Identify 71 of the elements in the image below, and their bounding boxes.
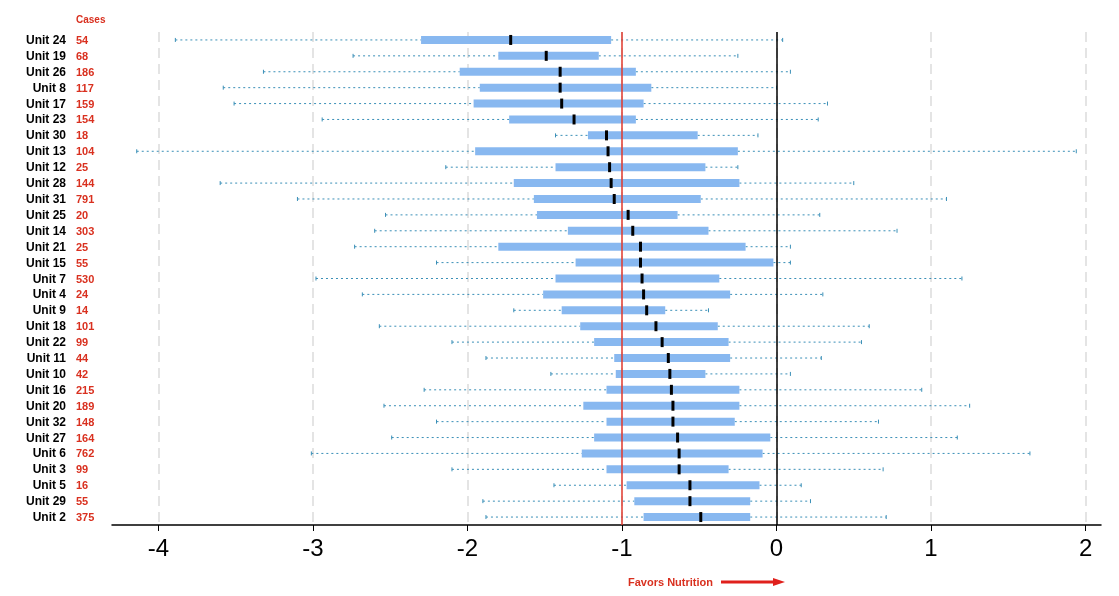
y-tick-label: Unit 22 [25, 335, 67, 350]
y-tick-label: Unit 9 [32, 303, 67, 318]
y2-tick-label: 54 [76, 33, 90, 46]
y-tick-label: Unit 4 [32, 287, 67, 302]
y2-tick-label: 530 [76, 272, 95, 285]
x-tick-label: -4 [147, 533, 170, 561]
y-tick-label: Unit 15 [25, 255, 67, 270]
y-tick-label: Unit 7 [32, 271, 67, 286]
y2-tick-label: 101 [76, 320, 95, 333]
y-tick-label: Unit 8 [32, 80, 67, 95]
y2-tick-label: 186 [76, 65, 95, 78]
y2-tick-label: 303 [76, 224, 95, 237]
y2-tick-label: 25 [76, 161, 89, 174]
y-tick-label: Unit 21 [25, 239, 67, 254]
y-tick-label: Unit 30 [25, 128, 67, 143]
y-tick-label: Unit 29 [25, 494, 67, 509]
y-tick-label: Unit 31 [25, 191, 67, 206]
y2-tick-label: 104 [76, 145, 96, 158]
y-tick-label: Unit 26 [25, 64, 67, 79]
y-tick-label: Unit 11 [26, 351, 67, 366]
y2-tick-label: 144 [76, 177, 96, 190]
y-tick-label: Unit 6 [32, 446, 67, 461]
y-tick-label: Unit 10 [25, 366, 67, 381]
y-tick-label: Unit 12 [25, 160, 67, 175]
y2-tick-label: 68 [76, 49, 89, 62]
y2-tick-label: 14 [76, 304, 90, 317]
y-tick-label: Unit 2 [32, 510, 67, 525]
y2-tick-label: 16 [76, 479, 89, 492]
y2-tick-label: 164 [76, 431, 96, 444]
y-tick-label: Unit 18 [25, 319, 67, 334]
y-tick-label: Unit 3 [32, 462, 67, 477]
y2-tick-label: 117 [76, 81, 94, 94]
y2-tick-label: 44 [76, 352, 90, 365]
x-tick-label: -1 [611, 533, 633, 561]
y2-tick-label: 55 [76, 495, 89, 508]
y2-tick-label: 18 [76, 129, 89, 142]
y-tick-label: Unit 32 [25, 414, 67, 429]
y2-tick-label: 375 [76, 511, 95, 524]
y2-axis-title: Cases [76, 13, 106, 25]
y2-tick-label: 215 [76, 383, 95, 396]
y-tick-label: Unit 27 [25, 430, 67, 445]
y2-tick-label: 99 [76, 463, 89, 476]
y2-tick-label: 99 [76, 336, 89, 349]
y2-tick-label: 189 [76, 399, 95, 412]
y2-tick-label: 791 [76, 192, 95, 205]
y2-tick-label: 148 [76, 415, 95, 428]
y2-tick-label: 154 [76, 113, 96, 126]
y-tick-label: Unit 16 [25, 382, 67, 397]
y-tick-label: Unit 24 [25, 32, 67, 47]
y-tick-label: Unit 25 [25, 207, 67, 222]
y-tick-label: Unit 28 [25, 176, 67, 191]
y2-tick-label: 20 [76, 208, 89, 221]
x-tick-label: 2 [1078, 533, 1093, 561]
x-tick-label: -3 [302, 533, 324, 561]
y-tick-label: Unit 14 [25, 223, 67, 238]
y-tick-label: Unit 23 [25, 112, 67, 127]
y2-tick-label: 55 [76, 256, 89, 269]
y2-tick-label: 24 [76, 288, 90, 301]
x-axis-title: Favors Nutrition [628, 576, 713, 588]
y-tick-label: Unit 20 [25, 398, 67, 413]
y-tick-label: Unit 13 [25, 144, 67, 159]
x-tick-label: 0 [769, 533, 784, 561]
x-tick-label: 1 [924, 533, 938, 561]
y-tick-label: Unit 5 [32, 478, 67, 493]
y-tick-label: Unit 17 [25, 96, 67, 111]
y-tick-label: Unit 19 [25, 48, 67, 63]
y2-tick-label: 159 [76, 97, 95, 110]
x-tick-label: -2 [456, 533, 479, 561]
y2-tick-label: 25 [76, 240, 89, 253]
y2-tick-label: 42 [76, 367, 89, 380]
y2-tick-label: 762 [76, 447, 95, 460]
